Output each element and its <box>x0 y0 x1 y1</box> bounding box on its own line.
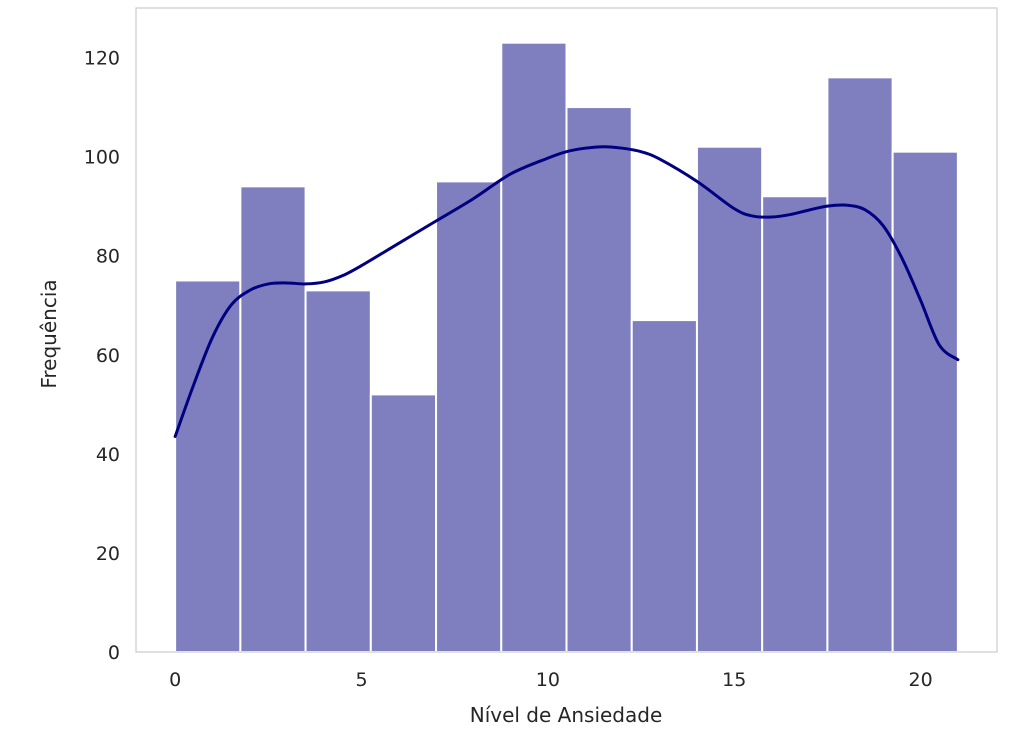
histogram-bar <box>175 280 240 652</box>
x-axis-label: Nível de Ansiedade <box>470 703 663 727</box>
y-tick-label: 80 <box>96 246 120 268</box>
y-tick-label: 60 <box>96 345 120 367</box>
x-tick-labels: 0 5 10 15 20 <box>169 669 933 691</box>
x-tick-label: 5 <box>355 669 367 691</box>
histogram-bar <box>893 152 958 652</box>
x-tick-label: 20 <box>908 669 932 691</box>
y-tick-label: 100 <box>84 147 120 169</box>
x-tick-label: 15 <box>722 669 746 691</box>
histogram-bar <box>762 196 827 652</box>
histogram-bar <box>436 181 501 652</box>
histogram-bar <box>371 394 436 652</box>
x-tick-label: 10 <box>536 669 560 691</box>
histogram-bar <box>697 147 762 652</box>
y-tick-label: 0 <box>108 642 120 664</box>
histogram-bar <box>306 290 371 652</box>
y-tick-labels: 0 20 40 60 80 100 120 <box>84 48 120 664</box>
x-tick-label: 0 <box>169 669 181 691</box>
y-tick-label: 40 <box>96 444 120 466</box>
histogram-bar <box>632 320 697 652</box>
y-tick-label: 20 <box>96 543 120 565</box>
histogram-bar <box>240 186 305 652</box>
histogram-bar <box>501 43 566 652</box>
y-tick-label: 120 <box>84 48 120 70</box>
y-axis-label: Frequência <box>37 279 61 388</box>
histogram-bar <box>567 107 632 652</box>
histogram-bar <box>827 77 892 652</box>
